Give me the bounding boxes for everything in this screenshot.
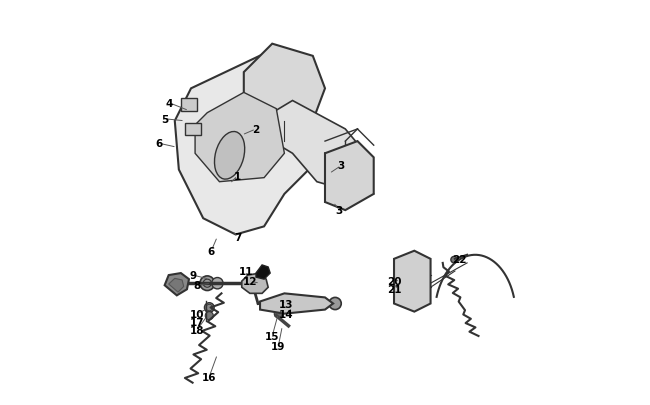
Text: 2: 2 [252,125,259,134]
Text: 7: 7 [234,232,241,242]
Text: 14: 14 [279,309,294,319]
Circle shape [239,169,249,179]
Circle shape [400,257,408,265]
Circle shape [204,303,214,313]
Text: 19: 19 [271,341,285,351]
Text: 18: 18 [190,325,204,335]
Circle shape [231,84,240,94]
Circle shape [207,161,216,171]
Polygon shape [169,279,184,292]
Circle shape [205,312,213,320]
Text: 8: 8 [194,281,201,290]
Bar [185,124,201,136]
Text: 21: 21 [387,285,401,294]
Ellipse shape [214,132,244,180]
Text: 4: 4 [165,98,172,108]
Circle shape [202,100,212,110]
Polygon shape [175,53,317,235]
Circle shape [263,92,273,102]
Polygon shape [256,265,270,279]
Circle shape [231,125,240,134]
Text: 5: 5 [161,115,168,124]
Bar [181,99,197,111]
Polygon shape [195,93,285,182]
Circle shape [400,298,408,306]
Polygon shape [242,273,268,294]
Circle shape [329,298,341,310]
Circle shape [272,157,281,167]
Polygon shape [325,142,374,211]
Text: 1: 1 [234,171,241,181]
Circle shape [274,310,282,318]
Text: 16: 16 [202,372,216,382]
Circle shape [397,276,404,283]
Text: 6: 6 [208,246,215,256]
Circle shape [280,117,289,126]
Polygon shape [260,294,333,314]
Polygon shape [244,45,325,130]
Text: 17: 17 [190,317,204,327]
Text: 9: 9 [190,271,196,280]
Text: 12: 12 [242,277,257,286]
Circle shape [451,257,458,263]
Text: 3: 3 [337,161,345,171]
Text: 13: 13 [280,299,294,309]
Text: 6: 6 [155,139,162,149]
Text: 3: 3 [335,206,343,215]
Polygon shape [394,251,430,312]
Polygon shape [164,273,189,296]
Text: 15: 15 [265,331,280,341]
Text: 22: 22 [452,254,466,264]
Text: 11: 11 [239,266,253,276]
Polygon shape [272,101,365,190]
Text: 20: 20 [387,277,401,286]
Circle shape [212,278,223,289]
Text: 10: 10 [190,309,204,319]
Circle shape [200,276,214,291]
